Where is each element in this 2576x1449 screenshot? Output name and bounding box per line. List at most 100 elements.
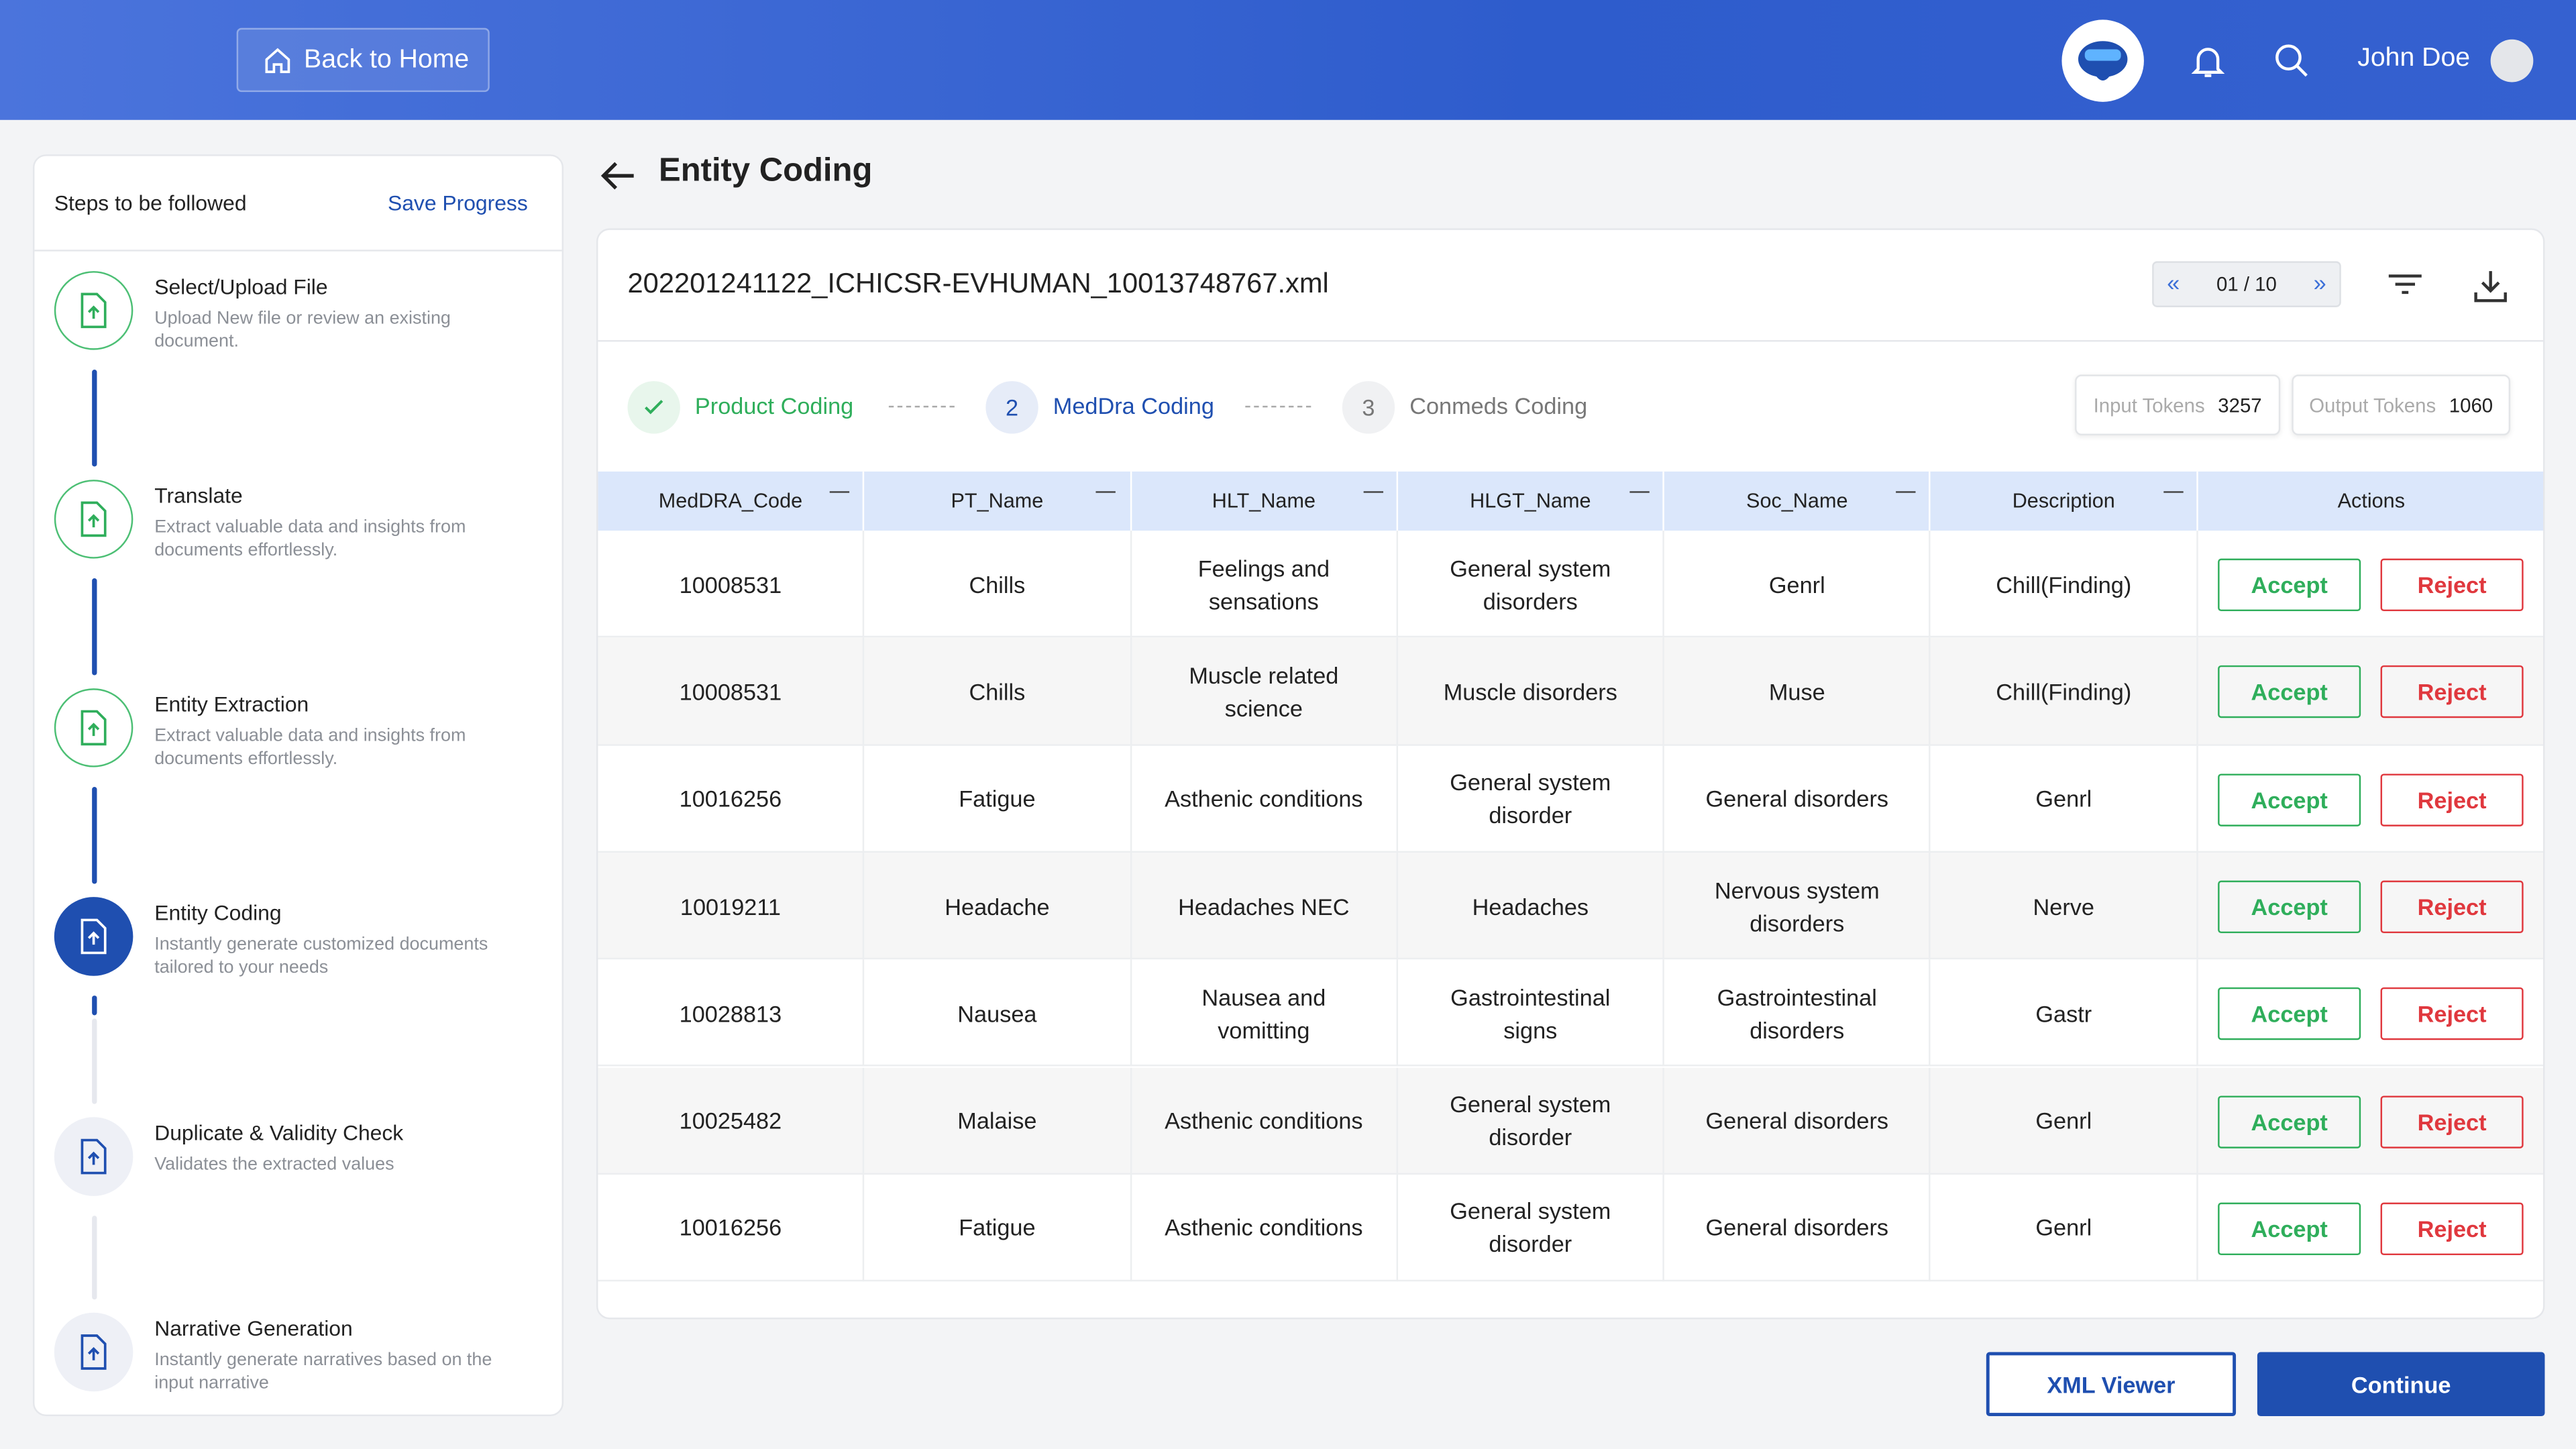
back-button[interactable]: Back to Home xyxy=(236,28,490,93)
tab-separator xyxy=(1245,405,1311,408)
continue-button[interactable]: Continue xyxy=(2257,1352,2545,1417)
reject-button[interactable]: Reject xyxy=(2380,1095,2524,1148)
next-page[interactable]: » xyxy=(2313,269,2326,296)
save-progress[interactable]: Save Progress xyxy=(387,191,528,215)
table-cell: Gastrointestinal signs xyxy=(1398,959,1665,1067)
sort-icon[interactable] xyxy=(2163,491,2183,507)
file-name: 202201241122_ICHICSR-EVHUMAN_10013748767… xyxy=(627,268,1329,299)
table-cell: Muse xyxy=(1664,637,1931,745)
tabs: Product Coding 2 MedDra Coding 3 Conmeds Cod… xyxy=(598,374,2543,443)
table-cell: Chills xyxy=(865,531,1132,638)
step-icon xyxy=(54,480,133,559)
user-name[interactable]: John Doe xyxy=(2357,44,2471,72)
logo xyxy=(2061,19,2144,102)
token-value: 3257 xyxy=(2218,393,2262,417)
step-connector xyxy=(92,996,97,1016)
logo-icon xyxy=(2078,41,2128,81)
reject-button[interactable]: Reject xyxy=(2380,1202,2524,1255)
file-icon xyxy=(80,710,107,746)
accept-button[interactable]: Accept xyxy=(2218,1095,2361,1148)
coding-card: 202201241122_ICHICSR-EVHUMAN_10013748767… xyxy=(596,228,2545,1320)
column-header[interactable]: PT_Name xyxy=(865,471,1132,531)
reject-button[interactable]: Reject xyxy=(2380,558,2524,612)
accept-button[interactable]: Accept xyxy=(2218,987,2361,1040)
sort-icon[interactable] xyxy=(1896,491,1916,507)
reject-button[interactable]: Reject xyxy=(2380,665,2524,718)
token-box: Output Tokens 1060 xyxy=(2292,374,2511,435)
table-cell: General disorders xyxy=(1664,1174,1931,1282)
table-cell: Asthenic conditions xyxy=(1131,1174,1398,1282)
table-cell: Headaches xyxy=(1398,852,1665,960)
step-title[interactable]: Translate xyxy=(154,483,243,508)
table-cell: Headache xyxy=(865,852,1132,960)
tab-label[interactable]: Conmeds Coding xyxy=(1409,392,1588,419)
search-icon[interactable] xyxy=(2272,41,2312,80)
column-header[interactable]: HLGT_Name xyxy=(1398,471,1665,531)
accept-button[interactable]: Accept xyxy=(2218,1202,2361,1255)
step-title[interactable]: Duplicate & Validity Check xyxy=(154,1120,404,1145)
sort-icon[interactable] xyxy=(1096,491,1116,507)
table-cell: 10008531 xyxy=(598,531,865,638)
back-arrow[interactable] xyxy=(596,154,639,197)
table-cell: General system disorders xyxy=(1398,531,1665,638)
step-connector xyxy=(92,1018,97,1104)
step-title[interactable]: Narrative Generation xyxy=(154,1316,353,1341)
table-cell: Genrl xyxy=(1664,531,1931,638)
column-header[interactable]: Soc_Name xyxy=(1664,471,1931,531)
table-cell: Asthenic conditions xyxy=(1131,745,1398,853)
tab-badge: 2 xyxy=(985,381,1038,434)
table-cell: Chill(Finding) xyxy=(1931,637,2198,745)
table-cell: General system disorder xyxy=(1398,745,1665,853)
accept-button[interactable]: Accept xyxy=(2218,773,2361,826)
step-title[interactable]: Select/Upload File xyxy=(154,274,328,299)
home-icon xyxy=(265,48,290,73)
column-header[interactable]: HLT_Name xyxy=(1131,471,1398,531)
table-cell: Fatigue xyxy=(865,1174,1132,1282)
step-title[interactable]: Entity Extraction xyxy=(154,692,309,716)
accept-button[interactable]: Accept xyxy=(2218,880,2361,933)
table-cell: Feelings and sensations xyxy=(1131,531,1398,638)
check-icon xyxy=(645,400,663,415)
sort-icon[interactable] xyxy=(1362,491,1383,507)
column-header[interactable]: Description xyxy=(1931,471,2198,531)
avatar[interactable] xyxy=(2490,39,2534,83)
table-cell: Nerve xyxy=(1931,852,2198,960)
tab-label[interactable]: MedDra Coding xyxy=(1053,392,1214,419)
table-header xyxy=(598,471,2544,531)
sort-icon[interactable] xyxy=(829,491,850,507)
prev-page[interactable]: « xyxy=(2167,269,2180,296)
table-cell: Muscle disorders xyxy=(1398,637,1665,745)
pagination: « 01 / 10 » xyxy=(2152,261,2341,307)
reject-button[interactable]: Reject xyxy=(2380,773,2524,826)
table-cell: Chills xyxy=(865,637,1132,745)
bell-icon[interactable] xyxy=(2188,41,2228,80)
step-icon xyxy=(54,1117,133,1196)
filter-icon[interactable] xyxy=(2385,268,2425,301)
reject-button[interactable]: Reject xyxy=(2380,880,2524,933)
file-icon xyxy=(80,918,107,955)
step-connector xyxy=(92,787,97,884)
accept-button[interactable]: Accept xyxy=(2218,665,2361,718)
download-icon[interactable] xyxy=(2471,266,2510,306)
table-cell: Malaise xyxy=(865,1067,1132,1175)
table-cell: Fatigue xyxy=(865,745,1132,853)
header xyxy=(0,0,2576,120)
reject-button[interactable]: Reject xyxy=(2380,987,2524,1040)
step-title[interactable]: Entity Coding xyxy=(154,900,282,925)
xml-viewer-button[interactable]: XML Viewer xyxy=(1986,1352,2237,1417)
column-header[interactable]: MedDRA_Code xyxy=(598,471,865,531)
table-cell: General disorders xyxy=(1664,745,1931,853)
step-description: Extract valuable data and insights from … xyxy=(154,726,466,769)
token-box: Input Tokens 3257 xyxy=(2075,374,2281,435)
step-icon xyxy=(54,271,133,350)
sort-icon[interactable] xyxy=(1629,491,1650,507)
accept-button[interactable]: Accept xyxy=(2218,558,2361,612)
table-cell: 10016256 xyxy=(598,1174,865,1282)
file-icon xyxy=(80,1138,107,1175)
tab-label[interactable]: Product Coding xyxy=(694,392,854,419)
table-cell: Asthenic conditions xyxy=(1131,1067,1398,1175)
step-description: Upload New file or review an existing do… xyxy=(154,309,451,352)
table-cell: Genrl xyxy=(1931,1067,2198,1175)
step-description: Extract valuable data and insights from … xyxy=(154,517,466,561)
table-cell: Nausea and vomitting xyxy=(1131,959,1398,1067)
